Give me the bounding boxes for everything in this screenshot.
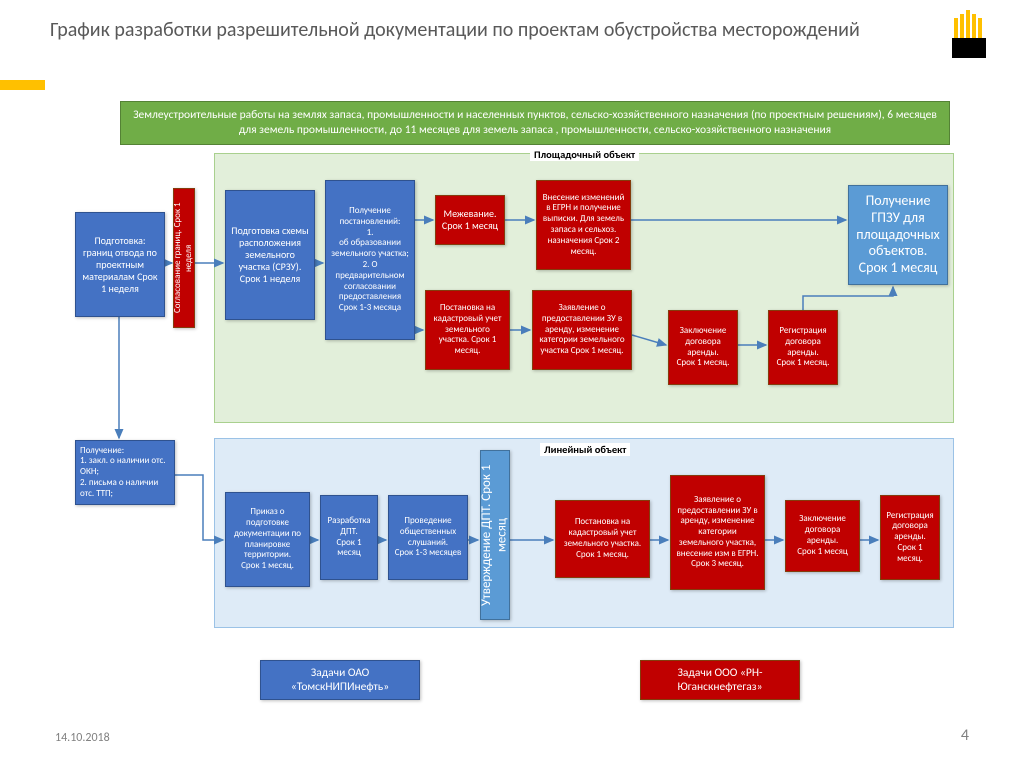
green-panel-label: Площадочный объект bbox=[530, 148, 639, 161]
page-number: 4 bbox=[961, 726, 969, 745]
accent-bar bbox=[0, 80, 45, 90]
flowchart-node-n17: Заявление о предоставлении ЗУ в аренду, … bbox=[670, 475, 765, 590]
flowchart-node-n6: Постановка на кадастровый учет земельног… bbox=[425, 290, 510, 370]
flowchart-node-n8: Заключение договора аренды. Срок 1 месяц… bbox=[668, 310, 738, 385]
flowchart-node-n_red_v: Согласование границ. Срок 1 неделя bbox=[173, 188, 195, 328]
legend-l2: Задачи ООО «РН-Юганскнефтегаз» bbox=[640, 660, 800, 700]
flowchart-node-n18: Заключение договора аренды. Срок 1 месяц bbox=[785, 500, 860, 572]
company-logo bbox=[944, 10, 994, 70]
flowchart-node-n11: Получение: 1. закл. о наличии отс. ОКН; … bbox=[75, 440, 175, 505]
flowchart-node-n14: Проведение общественных слушаний. Срок 1… bbox=[388, 495, 468, 580]
flowchart-node-n4: Межевание. Срок 1 месяц bbox=[435, 195, 505, 245]
flowchart-node-n1: Подготовка: границ отвода по проектным м… bbox=[75, 212, 165, 317]
flowchart-node-n16: Постановка на кадастровый учет земельног… bbox=[555, 500, 650, 578]
flowchart-node-n9: Регистрация договора аренды. Срок 1 меся… bbox=[768, 310, 838, 385]
header-banner: Землеустроительные работы на землях запа… bbox=[120, 101, 950, 145]
flowchart-node-n12: Приказ о подготовке документации по план… bbox=[225, 492, 310, 587]
date-footer: 14.10.2018 bbox=[55, 731, 110, 745]
flowchart-node-n15: Утверждение ДПТ. Срок 1 месяц bbox=[480, 450, 510, 620]
flowchart-node-n19: Регистрация договора аренды. Срок 1 меся… bbox=[880, 495, 940, 580]
flowchart-node-n7: Заявление о предоставлении ЗУ в аренду, … bbox=[532, 290, 632, 370]
flowchart-node-n5: Внесение изменений в ЕГРН и получение вы… bbox=[536, 180, 631, 270]
page-title: График разработки разрешительной докумен… bbox=[0, 0, 1024, 51]
legend-l1: Задачи ОАО «ТомскНИПИнефть» bbox=[260, 660, 420, 700]
flowchart-node-n13: Разработка ДПТ. Срок 1 месяц bbox=[320, 495, 378, 580]
flowchart-node-n2: Подготовка схемы расположения земельного… bbox=[225, 190, 315, 320]
flowchart-node-n10: Получение ГПЗУ для площадочных объектов.… bbox=[848, 185, 948, 285]
blue-panel-label: Линейный объект bbox=[540, 443, 630, 456]
flowchart-node-n3: Получение постановлений: 1. об образован… bbox=[325, 180, 415, 340]
